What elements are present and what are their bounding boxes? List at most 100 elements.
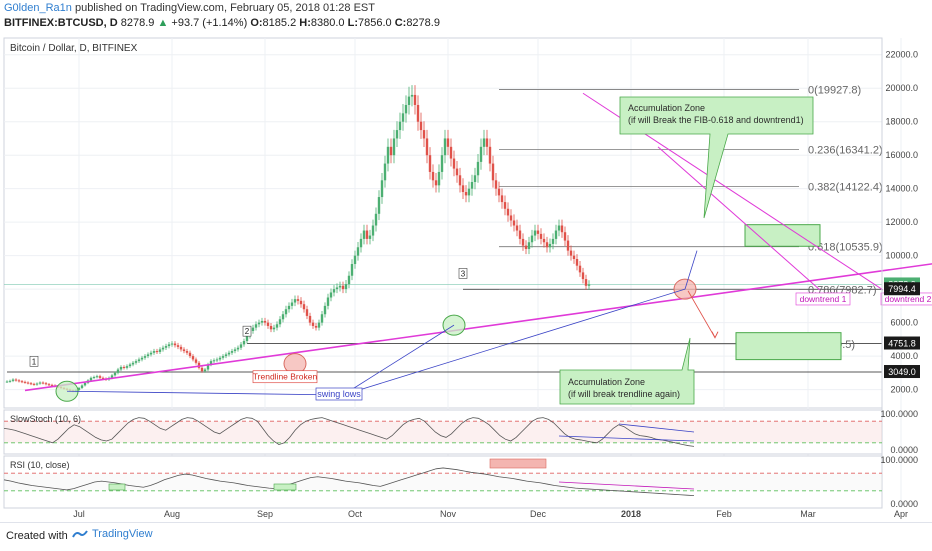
candle-body [425,138,429,156]
price-badge [884,365,920,379]
candle-body [575,258,579,266]
pane-frame [3,455,883,509]
candle-body [584,279,588,286]
candle-body [5,381,9,383]
swing-lows-label: swing lows [317,389,361,399]
candle-body [554,230,558,239]
candle-body [353,255,357,265]
candle-body [512,220,516,226]
candle-body [413,94,417,105]
price-axis[interactable]: 2000.04000.06000.08000.010000.012000.014… [881,38,918,508]
candle-body [488,146,492,164]
tradingview-brand-text: TradingView [92,528,153,540]
candle-body [182,349,186,352]
candle-body [284,309,288,315]
candle-body [275,324,279,328]
callout-accumulation-1[interactable] [619,96,814,219]
x-tick-label: Oct [348,509,363,519]
candle-body [341,285,345,290]
callout-accumulation-2[interactable] [559,337,695,405]
candle-body [587,284,591,286]
open-value: 8185.2 [262,17,297,29]
candle-body [524,245,528,249]
rsi-pane[interactable]: RSI (10, close) 0.0000 100.0000 [3,455,918,509]
divergence-line [558,481,695,490]
swing-low-arrow [66,390,344,396]
wave-label-box [242,325,252,337]
candle-body [179,346,183,350]
candle-body [242,341,246,345]
y-tick-label: 12000.0 [885,217,918,227]
downtrend-line[interactable] [657,146,821,291]
price-badge-label: 7994.4 [888,284,916,294]
created-with-text: Created with [6,530,68,542]
candle-body [122,366,126,368]
high-label: H: [299,17,311,29]
accumulation-zone-box[interactable] [744,224,821,247]
annotations[interactable]: downtrend 1 downtrend 2 1 2 3 swing lows Trend… [29,96,932,405]
candle-body [134,361,138,363]
slowstoch-pane[interactable]: SlowStoch (10, 6) 0.0000 100.0000 [3,409,918,455]
candle-body [452,158,456,169]
x-tick-label: Jul [73,509,85,519]
uptrend-line[interactable] [24,255,932,392]
candle-body [245,336,249,342]
candle-body [368,235,372,239]
price-chart[interactable]: 0(19927.8) 0.236(16341.2) 0.382(14122.4) 0.… [0,0,932,522]
candle-body [95,376,99,378]
x-tick-label: Nov [440,509,457,519]
candle-body [128,364,132,367]
candle-body [344,284,348,290]
candle-body [392,138,396,156]
tradingview-logo[interactable]: TradingView [72,528,153,540]
time-axis[interactable]: Jul Aug Sep Oct Nov Dec 2018 Feb Mar Apr [4,507,908,519]
publish-text: published on TradingView.com, February 0… [74,2,375,14]
candle-body [470,181,474,189]
candle-body [458,175,462,186]
x-tick-label: Mar [800,509,816,519]
callout-1-title: Accumulation Zone [628,103,705,113]
candle-body [422,130,426,139]
candle-body [233,349,237,352]
low-value: 7856.0 [357,17,392,29]
projection-arrow [687,290,716,338]
accumulation-zone-box[interactable] [735,332,842,361]
oversold-marker [108,483,126,491]
candle-body [227,352,231,355]
candle-body [515,225,519,231]
oversold-marker [273,483,297,491]
candle-body [395,130,399,139]
candle-body [332,289,336,293]
candle-body [563,232,567,241]
candle-body [191,356,195,360]
candle-body [215,359,219,361]
candle-body [161,347,165,350]
candle-body [464,192,468,196]
candle-body [41,382,45,384]
wave-label-box [458,268,468,279]
candle-body [269,325,273,330]
author-name[interactable]: G0lden_Ra1n [4,2,72,14]
candle-body [173,343,177,346]
candle-body [317,322,321,328]
publish-info: G0lden_Ra1n published on TradingView.com… [4,2,375,14]
candle-body [338,285,342,288]
candle-body [38,382,42,384]
candle-body [236,347,240,350]
candle-body [98,376,102,378]
candle-body [467,188,471,196]
candle-body [572,255,576,259]
candle-body [449,146,453,159]
candle-body [101,377,105,379]
candle-body [497,188,501,196]
downtrend-label: downtrend 2 [885,294,932,304]
oscillator-line [3,467,695,497]
tradingview-icon [72,530,88,538]
pane-y-tick: 100.0000 [880,455,918,465]
y-tick-label: 20000.0 [885,83,918,93]
price-badge-label: 3049.0 [888,367,916,377]
candle-body [224,354,228,357]
overbought-marker [489,458,547,469]
footer: Created with TradingView [0,522,932,551]
